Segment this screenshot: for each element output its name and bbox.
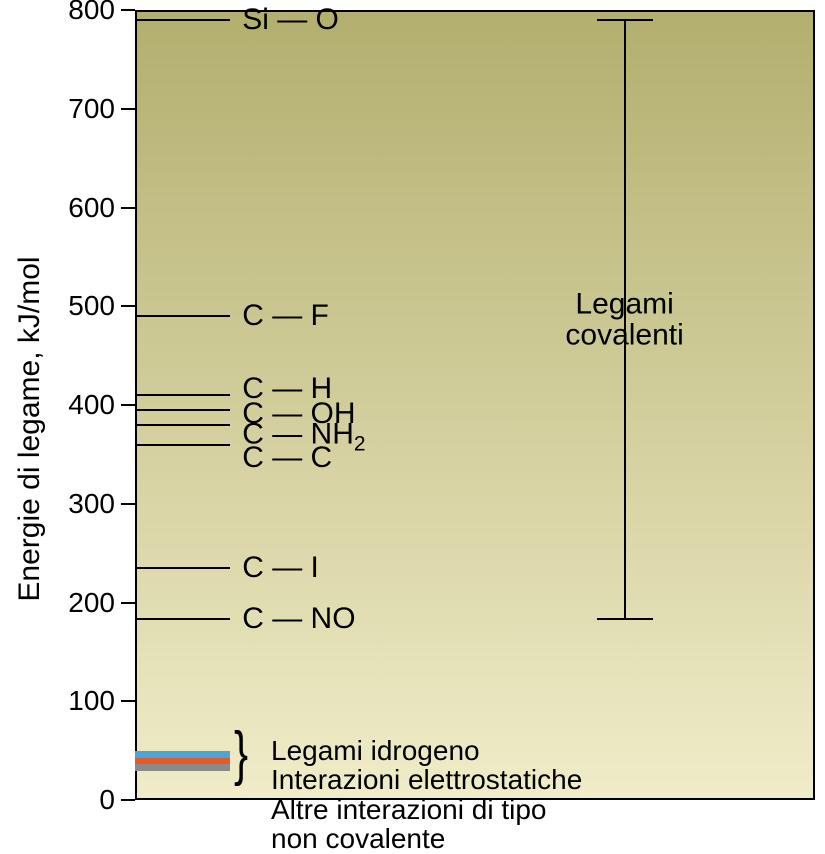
y-tick-label: 600 [0,192,115,224]
weak-interaction-band [135,764,230,771]
bond-energy-line [135,315,230,317]
y-tick-label: 800 [0,0,115,26]
y-tick-label: 200 [0,587,115,619]
bond-energy-line [135,19,230,21]
bond-energy-line [135,394,230,396]
plot-area [135,10,815,800]
y-tick [121,9,135,11]
bond-energy-line [135,444,230,446]
y-tick [121,799,135,801]
y-tick-label: 300 [0,488,115,520]
y-tick-label: 500 [0,290,115,322]
bond-label: C — NO [242,604,355,634]
y-axis [135,10,137,800]
y-tick-label: 100 [0,685,115,717]
bond-energy-line [135,618,230,620]
weak-interaction-labels: Legami idrogenoInterazioni elettrostatic… [271,736,582,854]
weak-interaction-band [135,751,230,758]
bond-energy-line [135,567,230,569]
y-tick-label: 400 [0,389,115,421]
y-tick [121,108,135,110]
y-tick-label: 700 [0,93,115,125]
weak-interaction-band [135,758,230,765]
bond-energy-chart: Energie di legame, kJ/mol 01002003004005… [0,0,825,816]
y-tick-label: 0 [0,784,115,816]
y-tick [121,404,135,406]
y-tick [121,700,135,702]
y-tick [121,305,135,307]
bond-energy-line [135,409,230,411]
y-tick [121,503,135,505]
covalent-label: Legamicovalenti [545,288,705,351]
bond-label: Si — O [242,5,339,35]
bond-energy-line [135,424,230,426]
y-tick [121,602,135,604]
bond-label: C — I [242,553,319,583]
bond-label: C — C [242,443,332,473]
weak-brace: } [234,718,248,787]
y-tick [121,207,135,209]
bond-label: C — F [242,301,329,331]
